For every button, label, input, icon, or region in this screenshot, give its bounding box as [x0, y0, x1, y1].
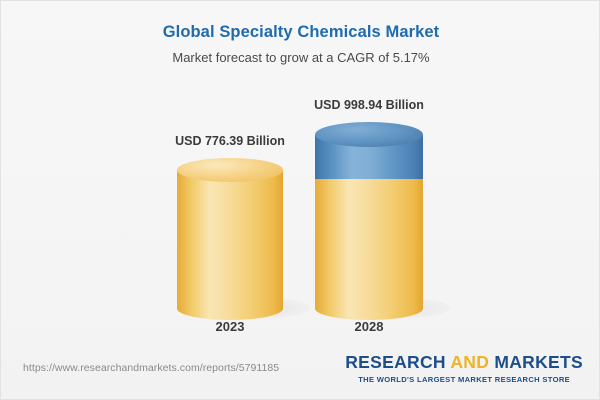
research-and-markets-logo[interactable]: RESEARCH AND MARKETS THE WORLD'S LARGEST…: [345, 352, 583, 385]
cylinder-top-2028: [315, 122, 423, 147]
logo-word-and: AND: [450, 352, 490, 372]
logo-word-research: RESEARCH: [345, 352, 446, 372]
chart-plot-area: USD 776.39 Billion 2023 USD 998.94 Billi…: [1, 1, 599, 346]
data-label-2028: USD 998.94 Billion: [314, 98, 424, 112]
chart-header: Global Specialty Chemicals Market Market…: [1, 21, 599, 68]
category-label-2023: 2023: [215, 319, 245, 334]
logo-wordmark: RESEARCH AND MARKETS: [345, 352, 583, 373]
cylinder-body-2023: [177, 170, 283, 309]
chart-footer: https://www.researchandmarkets.com/repor…: [1, 344, 599, 399]
report-url[interactable]: https://www.researchandmarkets.com/repor…: [23, 362, 280, 374]
logo-word-markets: MARKETS: [494, 352, 583, 372]
data-label-2023: USD 776.39 Billion: [175, 134, 285, 148]
cylinder-body-base-2028: [315, 173, 423, 309]
page-title: Global Specialty Chemicals Market: [162, 23, 440, 41]
category-label-2028: 2028: [354, 319, 384, 334]
cylinder-top-2023: [177, 158, 283, 182]
chart-subtitle: Market forecast to grow at a CAGR of 5.1…: [172, 50, 430, 65]
logo-tagline: THE WORLD'S LARGEST MARKET RESEARCH STOR…: [358, 375, 571, 384]
